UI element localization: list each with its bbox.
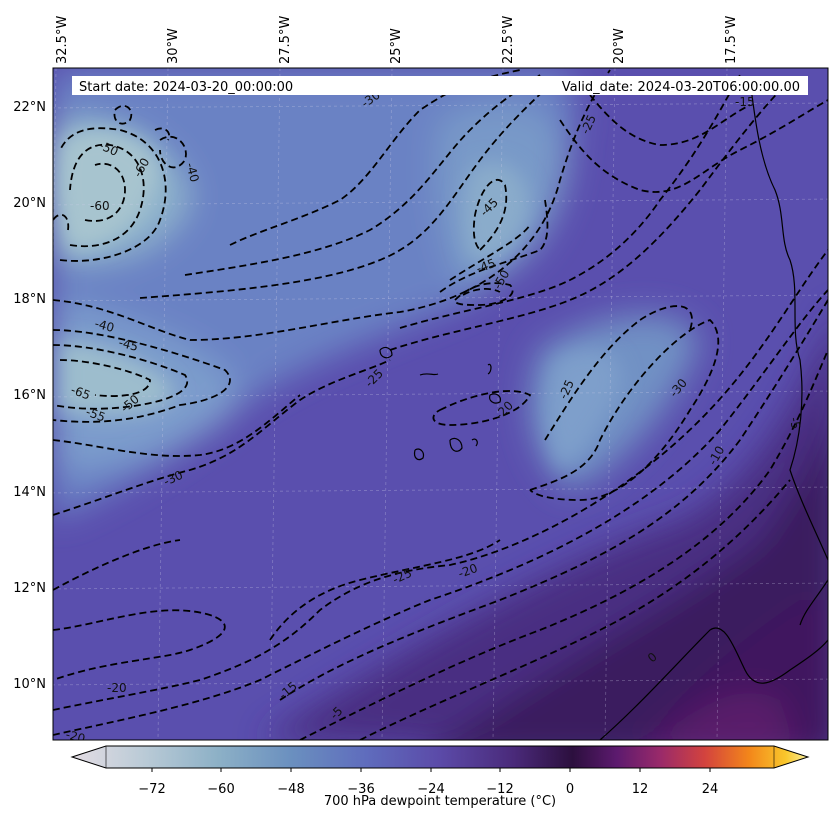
contour-label: -5	[787, 416, 803, 430]
colorbar-tick: −48	[277, 782, 304, 797]
colorbar: −72 −60 −48 −36 −24 −12 0 12 24 700 hPa …	[70, 745, 810, 809]
colorbar-tick: 12	[632, 782, 649, 797]
colorbar-tick: −60	[207, 782, 234, 797]
colorbar-tick: −36	[347, 782, 374, 797]
lon-label: 32.5°W	[55, 16, 70, 64]
lon-label: 17.5°W	[724, 16, 739, 64]
contour-label: -20	[456, 561, 479, 581]
longitude-labels: 32.5°W 30°W 27.5°W 25°W 22.5°W 20°W 17.5…	[55, 16, 739, 64]
colorbar-tick: −24	[417, 782, 444, 797]
contour-label: -45	[474, 256, 497, 276]
lon-label: 27.5°W	[278, 16, 293, 64]
gridlines	[53, 68, 828, 740]
dewpoint-field	[53, 68, 828, 740]
latitude-labels: 22°N 20°N 18°N 16°N 14°N 12°N 10°N	[13, 100, 46, 692]
start-date-label: Start date: 2024-03-20_00:00:00	[79, 80, 293, 95]
lon-label: 20°W	[612, 28, 627, 64]
contour-label: -40	[183, 161, 202, 184]
contour-labels: -30 -25 -50 -40 -60 -45 -45 -50 -40 -45 …	[64, 88, 803, 746]
contour-label: -45	[117, 335, 140, 354]
header-band: Start date: 2024-03-20_00:00:00 Valid_da…	[72, 76, 808, 95]
lat-label: 22°N	[13, 100, 46, 115]
zero-contour-and-coastline	[379, 79, 828, 740]
colorbar-tick: −12	[486, 782, 513, 797]
contour-label: -60	[90, 199, 110, 213]
contour-label: -55	[84, 405, 107, 425]
contour-label: -15	[735, 95, 755, 109]
lat-label: 18°N	[13, 292, 46, 307]
lat-label: 12°N	[13, 581, 46, 596]
colorbar-tick: −72	[138, 782, 165, 797]
contour-label: -20	[64, 727, 87, 746]
colorbar-tick: 24	[702, 782, 719, 797]
lon-label: 22.5°W	[501, 16, 516, 64]
contour-label: -65	[69, 383, 92, 403]
lat-label: 14°N	[13, 485, 46, 500]
lon-label: 25°W	[389, 28, 404, 64]
contour-label: -20	[107, 681, 127, 695]
colorbar-tick: 0	[566, 782, 574, 797]
lat-label: 16°N	[13, 388, 46, 403]
valid-date-label: Valid_date: 2024-03-20T06:00:00.00	[562, 80, 800, 95]
map-frame	[52, 67, 829, 741]
dewpoint-contours	[53, 69, 828, 740]
lon-label: 30°W	[166, 28, 181, 64]
contour-label: -40	[93, 316, 116, 335]
lat-label: 20°N	[13, 196, 46, 211]
colorbar-label: 700 hPa dewpoint temperature (°C)	[324, 794, 556, 809]
lat-label: 10°N	[13, 677, 46, 692]
